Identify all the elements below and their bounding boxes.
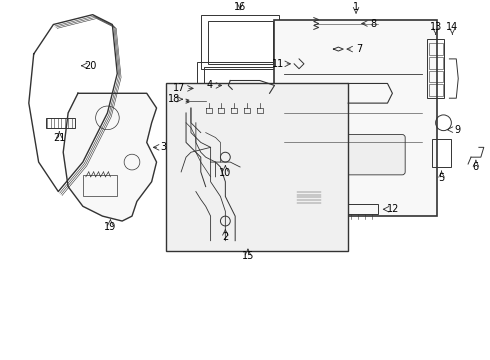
Bar [427,39,444,98]
Text: 19: 19 [104,222,117,232]
Text: 11: 11 [272,59,285,69]
Text: 3: 3 [160,142,167,152]
Text: 6: 6 [473,162,479,172]
Text: 18: 18 [168,94,180,104]
Bar [201,15,279,69]
Bar [429,57,442,69]
Polygon shape [63,93,157,221]
FancyBboxPatch shape [281,135,405,175]
Text: 12: 12 [387,204,399,214]
Bar [83,175,117,197]
Text: 7: 7 [356,44,362,54]
Text: 14: 14 [446,22,459,32]
Bar [197,62,283,103]
Text: 4: 4 [207,80,213,90]
Text: 15: 15 [242,251,254,261]
Text: 9: 9 [454,125,460,135]
Text: 5: 5 [439,173,444,183]
Bar [348,204,378,214]
Bar [208,21,272,64]
Text: 21: 21 [53,134,66,144]
Bar [429,71,442,82]
Text: 20: 20 [85,61,97,71]
Text: 13: 13 [430,22,442,32]
Text: 8: 8 [370,18,377,28]
Bar [46,118,75,128]
Bar [429,85,442,96]
Bar [429,43,442,55]
Bar [432,139,451,167]
FancyBboxPatch shape [274,19,437,216]
Text: 1: 1 [353,2,359,12]
Text: 16: 16 [234,2,246,12]
Bar [204,67,276,98]
Text: 17: 17 [173,84,185,93]
Text: 2: 2 [222,232,228,242]
Text: 10: 10 [219,168,231,178]
Bar [167,84,348,251]
